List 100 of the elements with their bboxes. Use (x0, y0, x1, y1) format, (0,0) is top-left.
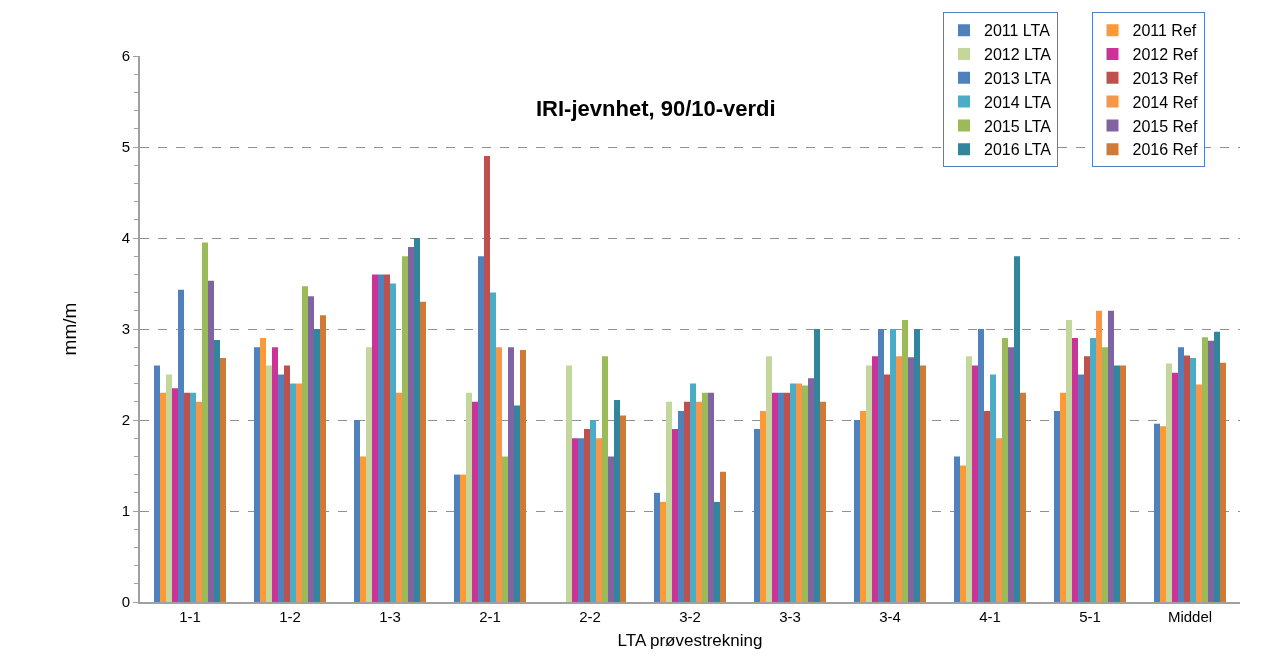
bar (1196, 384, 1202, 602)
bar (878, 329, 884, 602)
legend-label: 2014 LTA (984, 93, 1052, 111)
bar (708, 392, 714, 602)
bar (1060, 392, 1066, 602)
y-tick-label: 6 (121, 47, 130, 65)
legend-label: 2013 Ref (1132, 70, 1198, 88)
x-tick-label: 1-3 (379, 608, 401, 625)
x-tick-label: 3-3 (779, 608, 801, 625)
bar (690, 383, 696, 602)
y-tick-label: 1 (121, 502, 130, 520)
bar (396, 392, 402, 602)
bar (1014, 256, 1020, 602)
bar (172, 388, 178, 602)
bar (866, 365, 872, 602)
bar (1020, 392, 1026, 602)
bar (972, 365, 978, 602)
bar (384, 274, 390, 602)
bar (414, 238, 420, 602)
bar (602, 356, 608, 602)
bar (314, 329, 320, 602)
bar (714, 501, 720, 602)
bar (278, 374, 284, 602)
bar (378, 274, 384, 602)
bar (960, 465, 966, 602)
x-tick-label: 4-1 (979, 608, 1001, 625)
bar (296, 383, 302, 602)
bar (1102, 347, 1108, 602)
bar (620, 415, 626, 602)
x-tick-label: 2-2 (579, 608, 601, 625)
y-tick-label: 0 (121, 593, 130, 611)
bar (860, 410, 866, 602)
bar (184, 392, 190, 602)
y-tick-label: 5 (121, 138, 130, 156)
bar (990, 374, 996, 602)
bar (508, 347, 514, 602)
bar (1090, 338, 1096, 602)
bar (1002, 338, 1008, 602)
bar (754, 429, 760, 602)
legend-label: 2012 Ref (1132, 46, 1198, 64)
bar (490, 292, 496, 602)
bar (596, 438, 602, 602)
bar (666, 401, 672, 602)
bar (284, 365, 290, 602)
bar (390, 283, 396, 602)
legend-label: 2011 LTA (984, 22, 1051, 40)
bar (1166, 363, 1172, 602)
bar (320, 315, 326, 602)
y-axis-title: mm/m (59, 302, 81, 356)
bar (160, 392, 166, 602)
x-axis-title: LTA prøvestrekning (617, 630, 763, 650)
bar (1120, 365, 1126, 602)
bar (978, 329, 984, 602)
bar (1178, 347, 1184, 602)
bar (466, 392, 472, 602)
bar (502, 456, 508, 602)
bar (672, 429, 678, 602)
bar (896, 356, 902, 602)
bar (720, 471, 726, 602)
bar (266, 365, 272, 602)
bar (996, 438, 1002, 602)
bar (360, 456, 366, 602)
bar (1202, 337, 1208, 602)
bar (208, 280, 214, 602)
bar (766, 356, 772, 602)
bar (196, 401, 202, 602)
bar (1066, 319, 1072, 602)
bar (854, 420, 860, 602)
bar (420, 301, 426, 602)
text: IRI-jevnhet, 90/10-verdi (536, 96, 776, 121)
bar (402, 256, 408, 602)
bar (1084, 356, 1090, 602)
bar (302, 286, 308, 602)
bar (366, 347, 372, 602)
bar (1184, 355, 1190, 602)
legend-label: 2014 Ref (1132, 93, 1198, 111)
bar (778, 392, 784, 602)
bar (966, 356, 972, 602)
bar (214, 339, 220, 602)
bar (908, 357, 914, 602)
bar (272, 347, 278, 602)
bar (254, 347, 260, 602)
legend-label: 2011 Ref (1132, 22, 1197, 40)
bar (1008, 347, 1014, 602)
legend-label: 2015 LTA (984, 117, 1052, 135)
bar (520, 349, 526, 602)
bar (1172, 372, 1178, 602)
bar (484, 156, 490, 602)
bar (1078, 374, 1084, 602)
bar (884, 374, 890, 602)
x-tick-label: 1-2 (279, 608, 301, 625)
legend-label: 2016 Ref (1132, 141, 1198, 159)
bar (220, 358, 226, 602)
legend-label: 2016 LTA (984, 141, 1052, 159)
bar (1114, 365, 1120, 602)
bar (890, 329, 896, 602)
bar (608, 456, 614, 602)
legend-label: 2013 LTA (984, 70, 1052, 88)
bar (802, 385, 808, 602)
bar (178, 289, 184, 602)
